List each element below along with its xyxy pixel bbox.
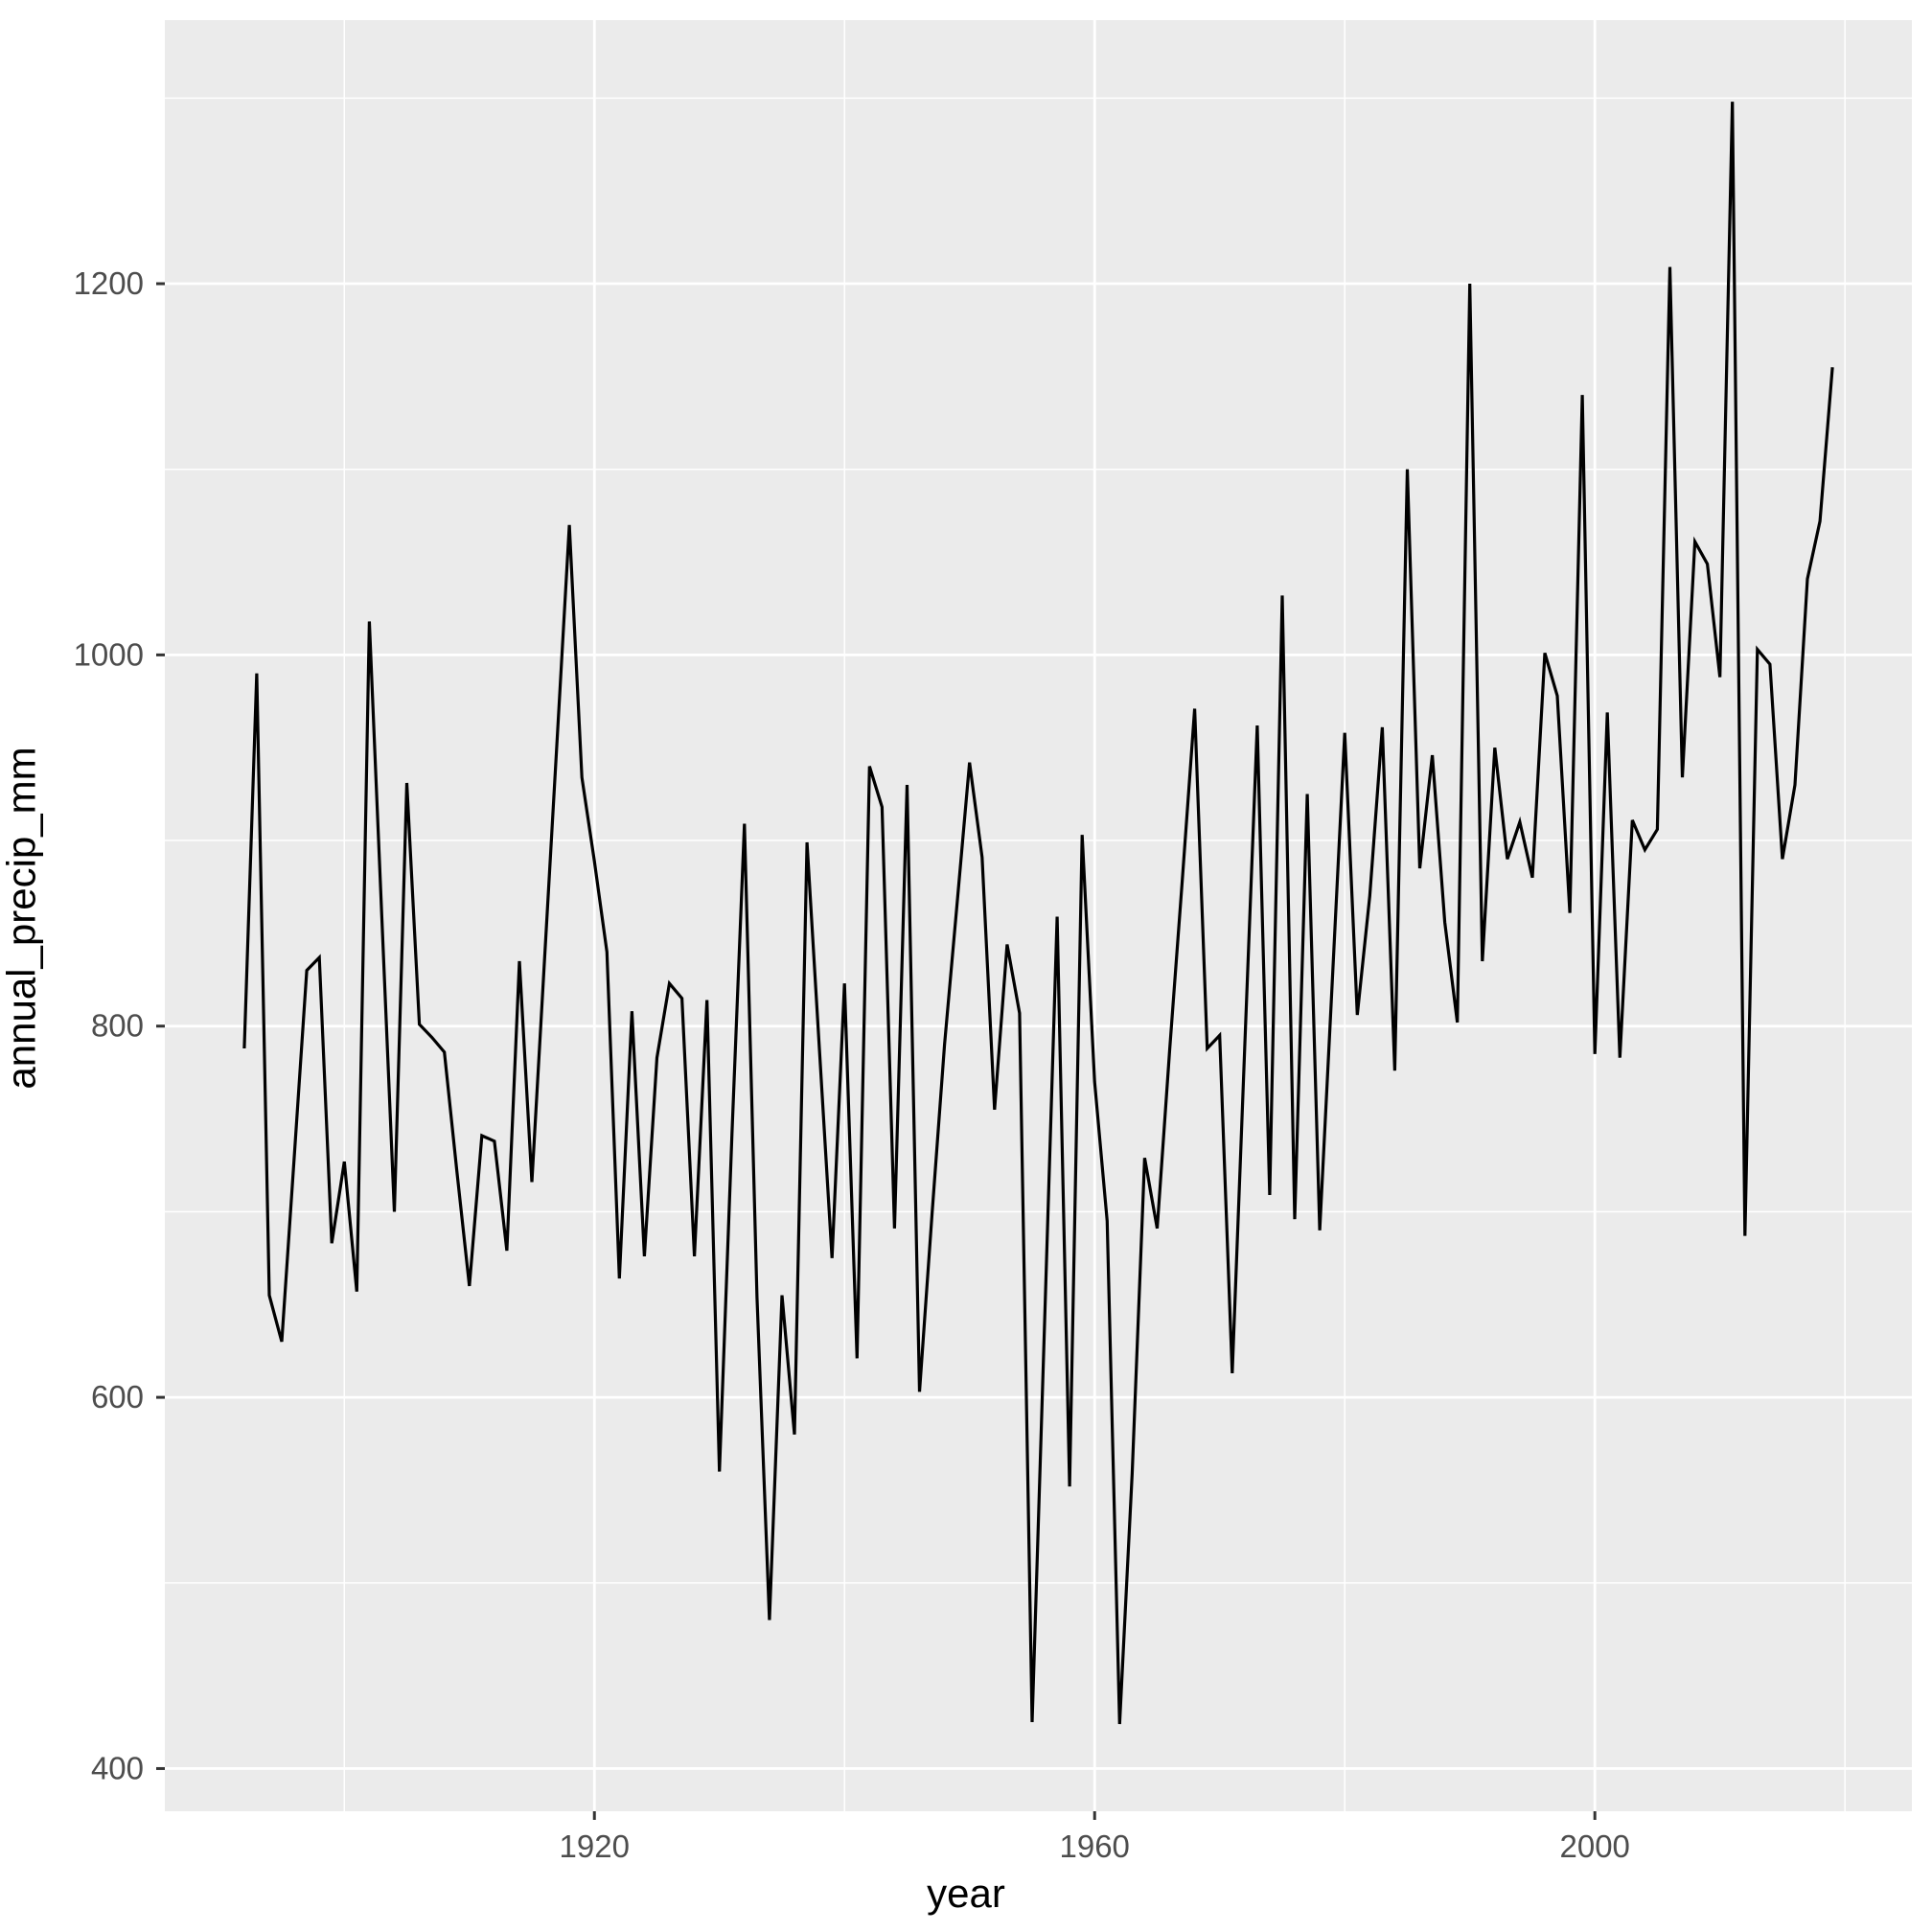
axis-tick-marks — [156, 282, 1597, 1820]
y-axis-title: annual_precip_mm — [0, 747, 44, 1090]
x-tick-label-1920: 1920 — [560, 1828, 630, 1864]
x-axis-title: year — [927, 1871, 1005, 1916]
y-axis-tick-labels: 400 600 800 1000 1200 — [74, 265, 144, 1785]
x-axis-tick-labels: 1920 1960 2000 — [560, 1828, 1630, 1864]
y-tick-label-800: 800 — [91, 1008, 144, 1044]
y-tick-label-1200: 1200 — [74, 265, 144, 301]
minor-gridlines — [165, 20, 1912, 1811]
y-tick-label-1000: 1000 — [74, 636, 144, 672]
y-tick-label-400: 400 — [91, 1750, 144, 1785]
y-tick-label-600: 600 — [91, 1379, 144, 1414]
x-tick-label-1960: 1960 — [1060, 1828, 1130, 1864]
major-gridlines — [165, 20, 1912, 1811]
x-tick-label-2000: 2000 — [1559, 1828, 1629, 1864]
annual-precip-series-line — [242, 102, 1834, 1725]
